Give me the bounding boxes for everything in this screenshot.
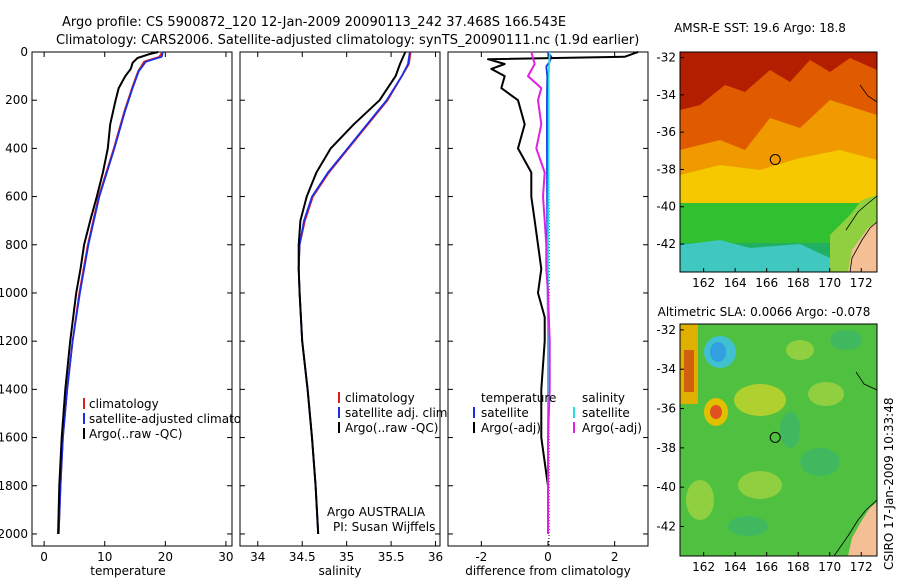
series-argo-raw-qc- bbox=[297, 51, 407, 535]
y-tick-label: 1000 bbox=[0, 286, 28, 300]
x-tick-label: 36 bbox=[428, 550, 443, 564]
annotation-pi: PI: Susan Wijffels bbox=[333, 520, 435, 534]
lon-tick-label: 164 bbox=[724, 560, 747, 574]
depth-axis: 0 200 400 600 800 1000 1200 1400 1600 1800 2000 bbox=[0, 45, 232, 541]
lon-tick-label: 172 bbox=[850, 276, 873, 290]
lat-tick-label: -38 bbox=[656, 441, 676, 455]
y-tick-label: 1400 bbox=[0, 382, 28, 396]
temperature-legend: climatology satellite-adjusted climatolo… bbox=[83, 397, 267, 441]
credit-text: CSIRO 17-Jan-2009 10:33:48 bbox=[882, 398, 896, 570]
legend-temp-satellite-label: satellite bbox=[481, 406, 529, 420]
lat-tick-label: -36 bbox=[656, 125, 676, 139]
lat-tick-label: -40 bbox=[656, 480, 676, 494]
sla-map-image bbox=[680, 324, 877, 556]
header-line-1: Argo profile: CS 5900872_120 12-Jan-2009… bbox=[62, 15, 566, 30]
lon-tick-label: 164 bbox=[724, 276, 747, 290]
temperature-axes-box bbox=[31, 51, 233, 547]
lon-tick-label: 162 bbox=[692, 560, 715, 574]
annotation-argo-australia: Argo AUSTRALIA bbox=[327, 505, 426, 519]
sst-map-axes: -32 -34 -36 -38 -40 -42 162 164 166 168 170 172 bbox=[656, 51, 872, 290]
x-tick-label: 30 bbox=[218, 550, 233, 564]
legend-satellite-label: satellite adj. clim. bbox=[345, 406, 451, 420]
legend-sal-argo-label: Argo(-adj) bbox=[582, 421, 642, 435]
lon-tick-label: 170 bbox=[818, 560, 841, 574]
lat-tick-label: -34 bbox=[656, 362, 676, 376]
sst-map-image bbox=[680, 52, 877, 272]
y-tick-label: 200 bbox=[5, 93, 28, 107]
y-tick-label: 1200 bbox=[0, 334, 28, 348]
lon-tick-label: 162 bbox=[692, 276, 715, 290]
lat-tick-label: -42 bbox=[656, 520, 676, 534]
y-tick-label: 2000 bbox=[0, 527, 28, 541]
lon-tick-label: 166 bbox=[755, 560, 778, 574]
lon-tick-label: 168 bbox=[787, 560, 810, 574]
salinity-xlabel: salinity bbox=[318, 564, 361, 578]
salinity-lines bbox=[297, 51, 412, 535]
x-tick-label: 0 bbox=[40, 550, 48, 564]
y-tick-label: 600 bbox=[5, 190, 28, 204]
legend-temperature-title: temperature bbox=[481, 391, 556, 405]
salinity-x-axis: 34 34.5 35 35.5 36 bbox=[240, 51, 443, 564]
lat-tick-label: -34 bbox=[656, 88, 676, 102]
lat-tick-label: -38 bbox=[656, 162, 676, 176]
argo-location-marker bbox=[769, 431, 781, 443]
salinity-panel: 34 34.5 35 35.5 36 salinity climatology sate… bbox=[239, 51, 451, 578]
legend-climatology-label: climatology bbox=[89, 397, 159, 411]
legend-argo-label: Argo(..raw -QC) bbox=[345, 421, 438, 435]
x-tick-label: 34.5 bbox=[289, 550, 316, 564]
x-tick-label: 34 bbox=[250, 550, 265, 564]
difference-lines bbox=[487, 51, 639, 534]
x-tick-label: 20 bbox=[158, 550, 173, 564]
x-tick-label: -2 bbox=[475, 550, 487, 564]
difference-legend: temperature satellite Argo(-adj) salinit… bbox=[473, 391, 642, 435]
series-satellite-adjusted-climatology bbox=[57, 51, 164, 535]
argo-location-marker bbox=[769, 154, 781, 166]
difference-x-axis: -2 0 2 bbox=[448, 51, 648, 564]
salinity-axes-box bbox=[239, 51, 441, 547]
legend-argo-label: Argo(..raw -QC) bbox=[89, 427, 182, 441]
lon-tick-label: 170 bbox=[818, 276, 841, 290]
x-tick-label: 10 bbox=[97, 550, 112, 564]
y-tick-label: 0 bbox=[20, 45, 28, 59]
x-tick-label: 35.5 bbox=[378, 550, 405, 564]
lat-tick-label: -40 bbox=[656, 200, 676, 214]
temperature-xlabel: temperature bbox=[90, 564, 165, 578]
temperature-lines bbox=[57, 51, 164, 535]
sla-map-title: Altimetric SLA: 0.0066 Argo: -0.078 bbox=[658, 305, 871, 319]
legend-satellite-label: satellite-adjusted climatology bbox=[89, 412, 267, 426]
y-tick-label: 1800 bbox=[0, 479, 28, 493]
sla-map-axes: -32 -34 -36 -38 -40 -42 162 164 166 168 170 172 bbox=[656, 323, 872, 574]
sla-map: Altimetric SLA: 0.0066 Argo: -0.078 -32-… bbox=[656, 305, 878, 574]
lat-tick-label: -32 bbox=[656, 323, 676, 337]
lat-tick-label: -32 bbox=[656, 51, 676, 65]
sst-map: AMSR-E SST: 19.6 Argo: 18.8 -32 -34 -36 -38… bbox=[656, 21, 878, 290]
legend-temp-argo-label: Argo(-adj) bbox=[481, 421, 541, 435]
lon-tick-label: 172 bbox=[850, 560, 873, 574]
lat-tick-label: -36 bbox=[656, 402, 676, 416]
series-argo-raw-qc- bbox=[57, 51, 159, 535]
lon-tick-label: 166 bbox=[755, 276, 778, 290]
series-salinity-argo-adj- bbox=[527, 51, 551, 534]
header-line-2: Climatology: CARS2006. Satellite-adjuste… bbox=[56, 33, 639, 48]
x-tick-label: 35 bbox=[339, 550, 354, 564]
difference-xlabel: difference from climatology bbox=[465, 564, 631, 578]
lat-tick-label: -42 bbox=[656, 237, 676, 251]
difference-panel: -2 0 2 difference from climatology tempera… bbox=[447, 51, 649, 578]
series-temperature-argo-adj- bbox=[487, 51, 639, 534]
sst-map-title: AMSR-E SST: 19.6 Argo: 18.8 bbox=[674, 21, 846, 35]
y-tick-label: 800 bbox=[5, 238, 28, 252]
y-tick-label: 1600 bbox=[0, 431, 28, 445]
legend-salinity-title: salinity bbox=[582, 391, 625, 405]
x-tick-label: 2 bbox=[611, 550, 619, 564]
legend-sal-satellite-label: satellite bbox=[582, 406, 630, 420]
temperature-x-axis: 0 10 20 30 bbox=[40, 52, 234, 564]
salinity-legend: climatology satellite adj. clim. Argo(..… bbox=[338, 391, 451, 435]
y-tick-label: 400 bbox=[5, 141, 28, 155]
x-tick-label: 0 bbox=[544, 550, 552, 564]
legend-climatology-label: climatology bbox=[345, 391, 415, 405]
temperature-panel: 0 200 400 600 800 1000 1200 1400 1600 1800 2000 0 1… bbox=[0, 45, 267, 578]
lon-tick-label: 168 bbox=[787, 276, 810, 290]
